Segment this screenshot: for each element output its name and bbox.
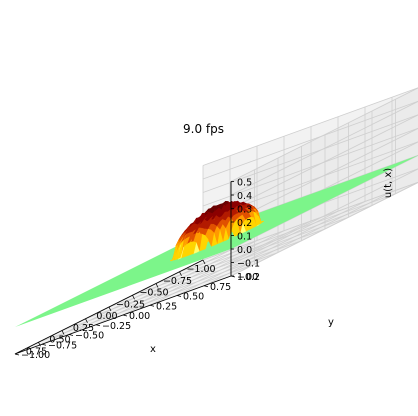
- grid-line: [95, 230, 285, 326]
- z-tick-label: 0.2: [237, 218, 252, 229]
- grid-line: [176, 201, 366, 296]
- tick-labels: −1.00−0.75−0.50−0.250.000.250.500.75−1.0…: [14, 178, 260, 361]
- z-tick-label: 0.1: [237, 232, 252, 243]
- y-tick-mark: [41, 343, 47, 346]
- y-tick-mark: [95, 324, 101, 327]
- x-tick-mark: [85, 318, 88, 323]
- grid-line: [230, 87, 418, 182]
- y-tick-label: −0.75: [48, 340, 77, 351]
- y-tick-mark: [176, 295, 182, 297]
- grid-line: [202, 181, 418, 261]
- x-tick-label: 0.50: [49, 335, 70, 346]
- z-tick-label: 0.0: [237, 245, 252, 256]
- surface-cell: [170, 245, 177, 261]
- grid-line: [230, 182, 418, 277]
- x-axis-label: x: [150, 344, 156, 355]
- z-tick-label: 0.5: [237, 178, 252, 189]
- y-tick-mark: [149, 304, 155, 307]
- x-tick-mark: [202, 259, 206, 265]
- z-tick-label: −0.2: [237, 272, 260, 283]
- z-axis-label: u(t, x): [383, 168, 394, 198]
- y-axis-label: y: [328, 317, 334, 328]
- y-tick-mark: [68, 334, 74, 336]
- x-tick-mark: [61, 330, 65, 335]
- grid-line: [122, 220, 312, 316]
- surface: [15, 155, 418, 327]
- y-tick-mark: [122, 314, 128, 317]
- x-tick-mark: [155, 283, 159, 288]
- z-tick-label: −0.1: [237, 259, 260, 270]
- grid-line: [202, 114, 418, 193]
- grid-line: [230, 168, 418, 263]
- grid-line: [203, 191, 393, 287]
- grid-line: [149, 210, 339, 306]
- y-tick-label: 0.25: [156, 301, 177, 312]
- grid-line: [230, 101, 418, 196]
- y-tick-label: −0.25: [102, 321, 131, 332]
- y-tick-mark: [203, 285, 209, 288]
- x-tick-label: 0.25: [73, 323, 94, 334]
- z-tick-label: 0.3: [237, 205, 252, 216]
- grid-line: [41, 249, 231, 345]
- surface-cell: [177, 246, 184, 260]
- grid-line: [230, 128, 418, 223]
- y-tick-label: 0.00: [129, 311, 150, 322]
- x-tick-mark: [179, 271, 182, 276]
- y-tick-label: −1.00: [21, 350, 50, 361]
- surface-cell: [170, 246, 177, 262]
- x-tick-label: 0.75: [26, 346, 47, 357]
- x-tick-mark: [38, 342, 41, 347]
- y-tick-label: −0.50: [75, 331, 104, 342]
- z-tick-label: 0.4: [237, 191, 252, 202]
- grid-line: [202, 127, 418, 207]
- fps-label: 9.0 fps: [183, 122, 224, 136]
- x-tick-label: −1.00: [186, 264, 215, 275]
- x-tick-label: −0.50: [139, 288, 168, 299]
- y-tick-label: 0.50: [183, 292, 204, 303]
- x-tick-label: 0.00: [96, 311, 117, 322]
- y-tick-label: 0.75: [210, 282, 231, 293]
- y-tick-mark: [14, 353, 20, 356]
- x-tick-mark: [108, 306, 112, 312]
- grid-line: [202, 100, 418, 180]
- x-tick-mark: [132, 295, 135, 300]
- y-tick-label: 1.00: [237, 272, 258, 283]
- grid-line: [230, 114, 418, 209]
- x-tick-label: −0.75: [163, 276, 192, 287]
- grid-line: [68, 240, 258, 335]
- grid-line: [202, 87, 418, 166]
- x-tick-label: −0.25: [116, 299, 145, 310]
